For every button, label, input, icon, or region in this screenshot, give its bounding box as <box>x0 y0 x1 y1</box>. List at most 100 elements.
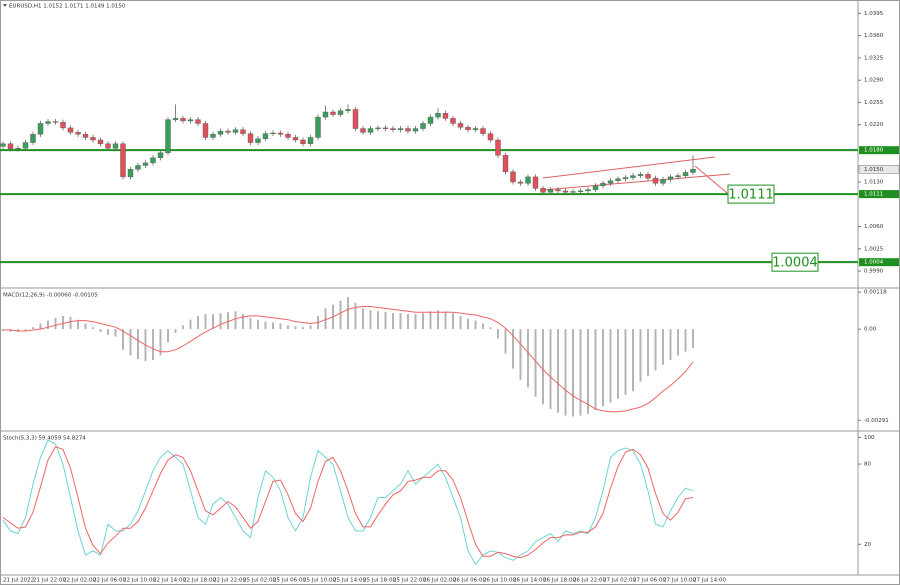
macd-signal-line <box>3 306 694 413</box>
macd-bar <box>677 329 679 356</box>
macd-bar <box>579 329 582 416</box>
candle-body <box>30 134 36 143</box>
x-tick-label: 26 Jul 06:00 <box>453 578 486 584</box>
candle-body <box>600 183 606 187</box>
macd-bar <box>594 329 597 410</box>
macd-bar <box>174 329 177 333</box>
macd-bar <box>444 311 447 330</box>
candle-body <box>180 118 186 122</box>
macd-bar <box>339 300 342 330</box>
macd-bar <box>684 329 687 352</box>
candle-body <box>247 133 254 143</box>
candle-body <box>37 123 44 135</box>
macd-bar <box>354 302 357 330</box>
macd-bar <box>609 329 612 403</box>
candle-body <box>592 185 599 190</box>
candle-body <box>307 137 314 145</box>
candle-body <box>75 132 81 135</box>
candle-body <box>225 130 231 133</box>
candle-body <box>570 191 576 193</box>
macd-bar <box>399 313 402 330</box>
candle-body <box>465 127 471 131</box>
annotation-label: 1.0111 <box>728 188 774 203</box>
macd-bar <box>182 325 184 330</box>
macd-bar <box>227 312 229 330</box>
macd-bar <box>362 308 364 330</box>
candle-body <box>532 176 539 189</box>
x-tick-label: 21 Jul 2022 <box>3 578 34 584</box>
y-tick-label: 1.0060 <box>864 224 884 230</box>
candle-body <box>255 138 261 143</box>
candle-body <box>90 137 96 141</box>
candle-body <box>675 175 681 178</box>
macd-bar <box>459 315 462 330</box>
macd-bar <box>122 329 124 350</box>
candle-body <box>292 137 299 141</box>
macd-bar <box>489 327 492 330</box>
macd-bar <box>369 310 372 330</box>
macd-bar <box>77 319 79 330</box>
candle-body <box>525 176 531 184</box>
candle-body <box>427 116 434 124</box>
level-axis-label: 1.0180 <box>864 148 884 154</box>
level-axis-label: 1.0004 <box>864 260 884 266</box>
macd-bar <box>572 329 574 417</box>
x-tick-label: 25 Jul 06:00 <box>273 578 306 584</box>
macd-bar <box>692 329 694 348</box>
x-tick-label: 26 Jul 22:00 <box>573 578 606 584</box>
x-tick-label: 27 Jul 10:00 <box>663 578 696 584</box>
candle-body <box>510 171 516 183</box>
y-tick-label: 1.0290 <box>864 78 884 84</box>
macd-bar <box>167 329 169 343</box>
candle-body <box>637 174 644 176</box>
macd-bar <box>624 329 627 395</box>
candle-body <box>487 133 494 141</box>
x-tick-label: 22 Jul 10:00 <box>123 578 156 584</box>
pane-title: Stoch(5,3,3) 59.4059 54.8274 <box>3 436 86 442</box>
macd-bar <box>414 314 417 330</box>
y-tick-label: 80 <box>864 462 871 468</box>
macd-bar <box>294 326 297 330</box>
candle-body <box>172 118 179 120</box>
macd-bar <box>662 329 664 365</box>
candle-body <box>660 179 666 184</box>
candle-body <box>240 129 246 134</box>
candle-body <box>7 143 14 150</box>
macd-bar <box>347 297 349 330</box>
y-tick-label: -0.00291 <box>864 418 889 424</box>
x-tick-label: 25 Jul 02:00 <box>243 578 276 584</box>
y-tick-label: 1.0220 <box>864 122 884 128</box>
candle-body <box>375 127 381 129</box>
candle-body <box>457 123 464 128</box>
x-tick-label: 27 Jul 14:00 <box>693 578 726 584</box>
macd-bar <box>114 329 117 337</box>
candle-body <box>270 132 276 135</box>
x-tick-label: 26 Jul 02:00 <box>423 578 456 584</box>
y-tick-label: 1.0325 <box>864 55 884 61</box>
current-price-box <box>858 165 900 174</box>
candle-body <box>352 109 359 129</box>
x-tick-label: 25 Jul 10:00 <box>303 578 336 584</box>
macd-bar <box>437 310 439 330</box>
macd-bar <box>54 317 57 330</box>
candle-body <box>150 157 156 164</box>
macd-bar <box>422 313 424 330</box>
x-tick-label: 22 Jul 22:00 <box>213 578 246 584</box>
macd-bar <box>467 318 469 330</box>
level-axis-box <box>859 146 899 155</box>
macd-bar <box>84 323 87 330</box>
macd-bar <box>497 329 499 339</box>
y-tick-label: 1.0255 <box>864 100 884 106</box>
x-tick-label: 26 Jul 18:00 <box>543 578 576 584</box>
macd-bar <box>197 315 199 330</box>
macd-bar <box>527 329 529 388</box>
candle-body <box>187 119 194 122</box>
candle-body <box>382 127 389 129</box>
candle-body <box>480 128 486 134</box>
macd-bar <box>107 329 109 335</box>
macd-bar <box>519 329 522 380</box>
candle-body <box>622 177 629 180</box>
